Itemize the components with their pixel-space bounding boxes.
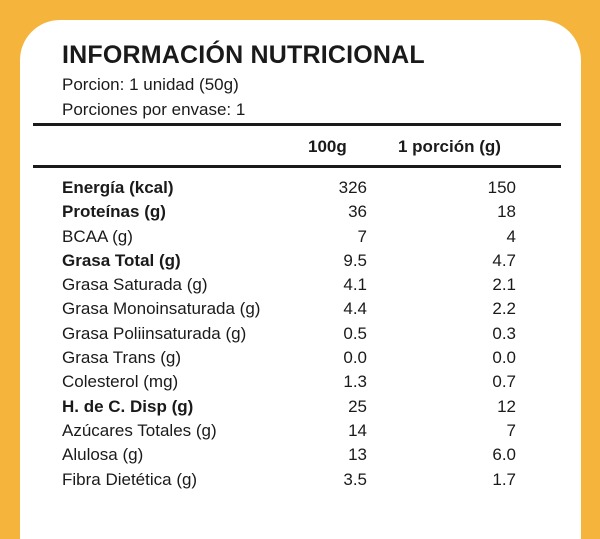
nutrient-row: Grasa Monoinsaturada (g) 4.4 2.2: [62, 297, 522, 321]
serving-size: Porcion: 1 unidad (50g): [62, 75, 239, 94]
nutrient-value-portion: 0.3: [492, 323, 516, 343]
column-header-100g: 100g: [308, 137, 347, 156]
nutrient-value-portion: 2.2: [492, 299, 516, 319]
nutrient-value-100g: 9.5: [343, 250, 367, 270]
servings-per-container: Porciones por envase: 1: [62, 100, 246, 119]
nutrient-label: Grasa Poliinsaturada (g): [62, 323, 247, 343]
nutrient-row: Fibra Dietética (g) 3.5 1.7: [62, 468, 522, 492]
divider-top: [33, 123, 561, 126]
nutrient-value-portion: 6.0: [492, 445, 516, 465]
nutrient-label: Grasa Trans (g): [62, 348, 182, 368]
nutrient-value-portion: 18: [497, 202, 516, 222]
nutrient-value-100g: 1.3: [343, 372, 367, 392]
nutrient-value-portion: 4: [506, 226, 516, 246]
nutrient-row: Colesterol (mg) 1.3 0.7: [62, 370, 522, 394]
nutrient-value-portion: 2.1: [492, 275, 516, 295]
nutrient-label: Grasa Saturada (g): [62, 275, 208, 295]
column-header-portion: 1 porción (g): [398, 137, 501, 156]
nutrient-label: Azúcares Totales (g): [62, 420, 217, 440]
nutrient-value-100g: 0.0: [343, 348, 367, 368]
nutrient-value-portion: 7: [506, 420, 516, 440]
nutrient-label: BCAA (g): [62, 226, 133, 246]
nutrient-label: Fibra Dietética (g): [62, 469, 198, 489]
nutrient-value-portion: 0.0: [492, 348, 516, 368]
nutrient-row: BCAA (g) 7 4: [62, 225, 522, 249]
nutrient-value-100g: 25: [348, 396, 367, 416]
nutrient-label: Alulosa (g): [62, 445, 144, 465]
nutrient-row: Alulosa (g) 13 6.0: [62, 443, 522, 467]
nutrient-value-portion: 0.7: [492, 372, 516, 392]
nutrient-value-100g: 36: [348, 202, 367, 222]
nutrition-title: INFORMACIÓN NUTRICIONAL: [62, 41, 425, 69]
nutrient-label: Colesterol (mg): [62, 372, 179, 392]
nutrient-row: Grasa Trans (g) 0.0 0.0: [62, 346, 522, 370]
nutrient-label: Energía (kcal): [62, 178, 174, 197]
nutrient-row: Grasa Saturada (g) 4.1 2.1: [62, 273, 522, 297]
divider-header: [33, 165, 561, 168]
nutrient-row: Proteínas (g) 36 18: [62, 200, 522, 224]
nutrient-value-100g: 3.5: [343, 469, 367, 489]
nutrient-value-100g: 7: [357, 226, 367, 246]
nutrient-row: H. de C. Disp (g) 25 12: [62, 395, 522, 419]
nutrient-value-100g: 14: [348, 420, 367, 440]
nutrient-label: Grasa Monoinsaturada (g): [62, 299, 261, 319]
nutrient-table: Energía (kcal) 326 150 Proteínas (g) 36 18 BCA…: [62, 176, 522, 492]
nutrient-value-portion: 4.7: [492, 250, 516, 270]
nutrient-value-portion: 150: [487, 178, 516, 197]
nutrient-row: Azúcares Totales (g) 14 7: [62, 419, 522, 443]
nutrient-value-portion: 12: [497, 396, 516, 416]
nutrient-value-100g: 4.4: [343, 299, 367, 319]
nutrient-label: Proteínas (g): [62, 202, 166, 222]
nutrient-row: Grasa Total (g) 9.5 4.7: [62, 249, 522, 273]
nutrient-row: Grasa Poliinsaturada (g) 0.5 0.3: [62, 322, 522, 346]
nutrition-label-card: INFORMACIÓN NUTRICIONAL Porcion: 1 unida…: [20, 20, 581, 539]
nutrient-value-portion: 1.7: [492, 469, 516, 489]
nutrient-value-100g: 326: [338, 178, 367, 197]
nutrient-label: Grasa Total (g): [62, 250, 181, 270]
nutrient-value-100g: 4.1: [343, 275, 367, 295]
nutrient-value-100g: 0.5: [343, 323, 367, 343]
nutrient-value-100g: 13: [348, 445, 367, 465]
nutrient-label: H. de C. Disp (g): [62, 396, 194, 416]
nutrient-row: Energía (kcal) 326 150: [62, 176, 522, 200]
